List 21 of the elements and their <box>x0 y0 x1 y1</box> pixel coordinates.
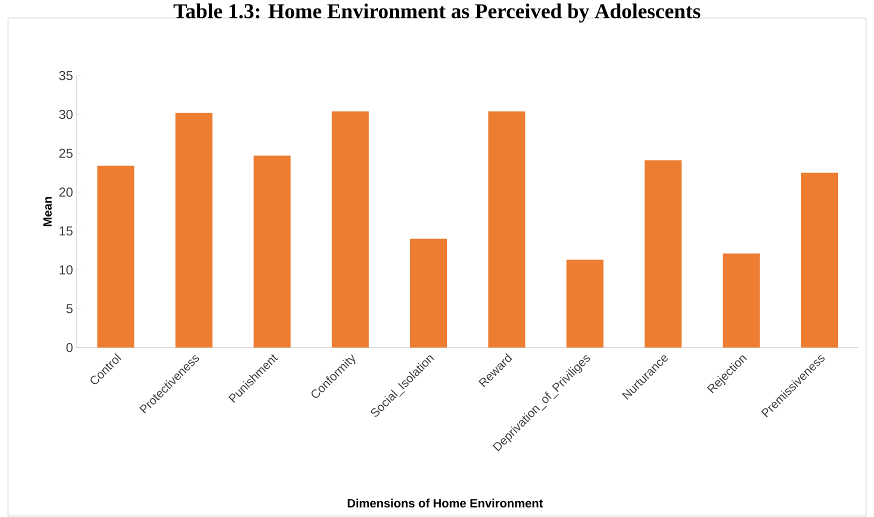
bar <box>566 260 604 348</box>
y-tick-label: 30 <box>59 110 73 120</box>
y-tick-label: 5 <box>66 304 73 314</box>
bar <box>644 160 682 348</box>
bar <box>488 111 526 348</box>
y-tick-label: 10 <box>60 265 73 274</box>
bar <box>332 111 369 348</box>
bar <box>254 156 291 348</box>
x-axis-title: Dimensions of Home Environment <box>348 498 543 508</box>
y-tick-label: 25 <box>59 148 73 158</box>
bar <box>722 254 760 348</box>
bar <box>97 166 134 348</box>
y-tick-label: 35 <box>59 70 73 80</box>
chart-title: Table 1.3: Home Environment as Perceived by Adolescents <box>174 4 700 23</box>
y-tick-label: 15 <box>60 226 73 236</box>
bar <box>801 172 838 348</box>
bar <box>175 112 212 348</box>
bar <box>410 238 448 348</box>
y-tick-label: 0 <box>66 342 73 352</box>
y-tick-label: 20 <box>59 188 73 197</box>
y-axis-title: Mean <box>43 196 52 226</box>
